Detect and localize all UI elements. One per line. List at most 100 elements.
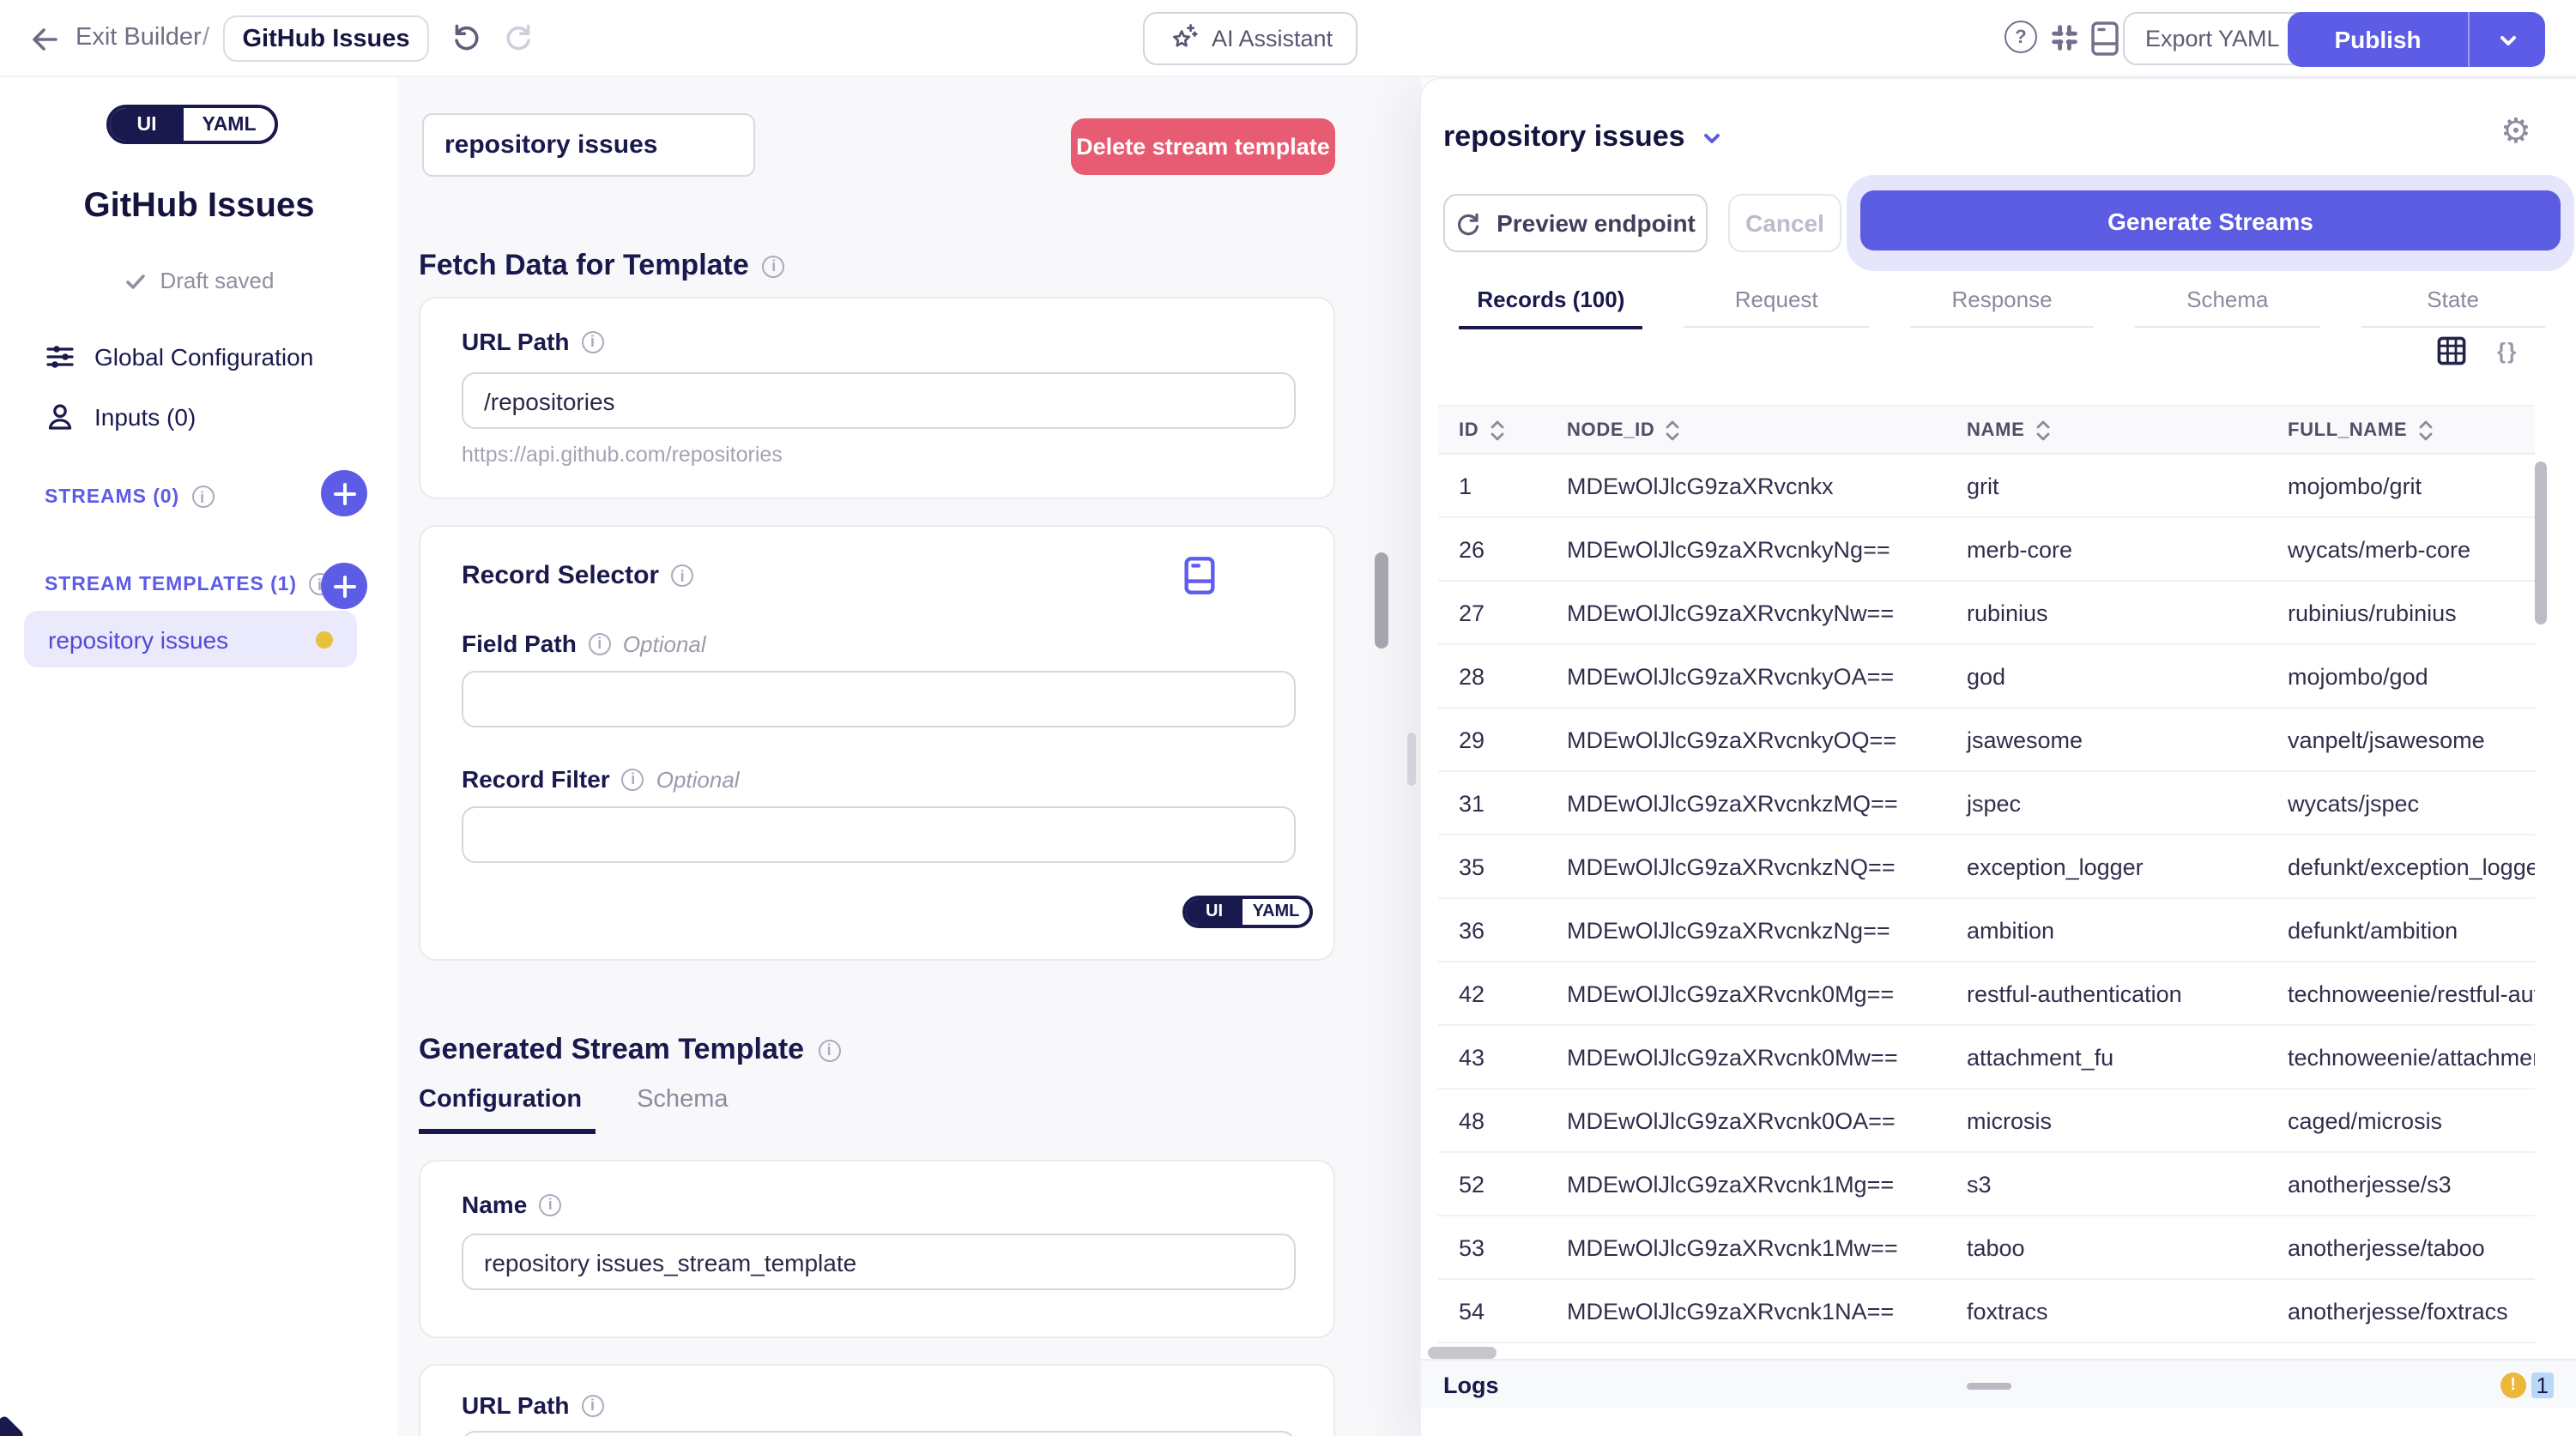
sidebar-item-repository-issues[interactable]: repository issues <box>24 611 357 667</box>
table-row[interactable]: 36 MDEwOlJlcG9zaXRvcnkzNg== ambition defunk… <box>1438 899 2535 962</box>
info-icon[interactable]: i <box>581 1394 604 1416</box>
sort-icon[interactable] <box>1665 419 1680 440</box>
builder-sidebar: UI YAML GitHub Issues Draft saved Global… <box>0 77 398 1436</box>
table-row[interactable]: 28 MDEwOlJlcG9zaXRvcnkyOA== god mojombo/god <box>1438 645 2535 709</box>
tab-configuration[interactable]: Configuration <box>419 1086 596 1134</box>
table-vertical-scrollbar[interactable] <box>2535 462 2547 624</box>
tab-schema[interactable]: Schema <box>637 1086 729 1113</box>
publish-button[interactable]: Publish <box>2334 26 2422 53</box>
table-row[interactable]: 1 MDEwOlJlcG9zaXRvcnkx grit mojombo/grit <box>1438 455 2535 518</box>
logs-drag-handle[interactable] <box>1967 1383 2011 1390</box>
panel-resize-handle[interactable] <box>1407 733 1416 786</box>
tab-request[interactable]: Request <box>1664 287 1890 329</box>
table-cell: mojombo/god <box>2288 663 2428 689</box>
column-header-label: FULL_NAME <box>2288 419 2408 440</box>
gear-icon[interactable]: ⚙ <box>2500 113 2531 151</box>
column-header-id[interactable]: ID <box>1438 419 1546 440</box>
record-selector-ui-yaml-toggle: UI YAML <box>1182 896 1313 928</box>
table-row[interactable]: 31 MDEwOlJlcG9zaXRvcnkzMQ== jspec wycats/js… <box>1438 772 2535 836</box>
info-icon[interactable]: i <box>581 330 604 353</box>
yaml-toggle-option[interactable]: YAML <box>1243 899 1309 925</box>
record-filter-label: Record Filter <box>462 765 610 793</box>
info-icon[interactable]: i <box>191 486 215 508</box>
stream-selector[interactable]: repository issues <box>1443 120 1723 154</box>
logs-bar[interactable]: Logs ! 1 <box>1421 1359 2576 1409</box>
table-row[interactable]: 48 MDEwOlJlcG9zaXRvcnk0OA== microsis caged/… <box>1438 1089 2535 1153</box>
ui-toggle-option[interactable]: UI <box>110 108 184 141</box>
table-cell: mojombo/grit <box>2288 473 2422 498</box>
url-path-input[interactable] <box>462 372 1296 429</box>
record-selector-label-row: Record Selector i <box>462 556 1217 595</box>
documentation-book-icon[interactable] <box>1182 556 1217 595</box>
help-icon[interactable]: ? <box>2005 21 2037 53</box>
url-path-label: URL Path <box>462 328 570 355</box>
table-row[interactable]: 35 MDEwOlJlcG9zaXRvcnkzNQ== exception_logg… <box>1438 836 2535 899</box>
column-header-name[interactable]: NAME <box>1946 419 2267 440</box>
record-selector-card: Record Selector i Field Path i Optional … <box>419 525 1335 961</box>
table-cell: MDEwOlJlcG9zaXRvcnk1Mg== <box>1567 1171 1895 1197</box>
tab-state[interactable]: State <box>2340 287 2566 329</box>
stream-templates-section-label: STREAM TEMPLATES (1) <box>45 574 297 594</box>
record-filter-input[interactable] <box>462 806 1296 863</box>
table-row[interactable]: 52 MDEwOlJlcG9zaXRvcnk1Mg== s3 anotherjesse… <box>1438 1153 2535 1216</box>
preview-endpoint-button[interactable]: Preview endpoint <box>1443 194 1708 252</box>
add-stream-button[interactable] <box>321 470 367 516</box>
ui-yaml-toggle: UI YAML <box>106 105 278 144</box>
info-icon[interactable]: i <box>818 1039 841 1061</box>
table-cell: anotherjesse/foxtracs <box>2288 1298 2508 1324</box>
info-icon[interactable]: i <box>539 1193 562 1216</box>
slack-icon[interactable] <box>2047 21 2082 55</box>
table-row[interactable]: 27 MDEwOlJlcG9zaXRvcnkyNw== rubinius rubini… <box>1438 582 2535 645</box>
info-icon[interactable]: i <box>621 768 644 790</box>
table-horizontal-scrollbar[interactable] <box>1428 1347 1497 1359</box>
add-stream-template-button[interactable] <box>321 563 367 609</box>
column-header-node_id[interactable]: NODE_ID <box>1546 419 1946 440</box>
info-icon[interactable]: i <box>671 564 694 587</box>
field-path-label: Field Path <box>462 630 577 657</box>
redo-icon[interactable] <box>503 21 535 53</box>
json-view-icon[interactable]: {} <box>2497 338 2519 364</box>
table-cell: taboo <box>1967 1234 2025 1260</box>
connector-name-field[interactable]: GitHub Issues <box>223 15 429 62</box>
generate-streams-button[interactable]: Generate Streams <box>1860 190 2561 250</box>
plus-icon <box>333 575 355 597</box>
column-header-full_name[interactable]: FULL_NAME <box>2267 419 2535 440</box>
table-row[interactable]: 54 MDEwOlJlcG9zaXRvcnk1NA== foxtracs anothe… <box>1438 1280 2535 1343</box>
table-cell: wycats/merb-core <box>2288 536 2471 562</box>
ai-assistant-button[interactable]: AI Assistant <box>1143 12 1358 65</box>
yaml-toggle-option[interactable]: YAML <box>184 108 275 141</box>
sort-icon[interactable] <box>2035 419 2050 440</box>
table-cell: 1 <box>1459 473 1472 498</box>
table-row[interactable]: 42 MDEwOlJlcG9zaXRvcnk0Mg== restful-authen… <box>1438 962 2535 1026</box>
sort-icon[interactable] <box>1489 419 1504 440</box>
template-name-input[interactable] <box>422 113 755 177</box>
tab-records[interactable]: Records (100) <box>1438 287 1664 329</box>
sort-icon[interactable] <box>2417 419 2433 440</box>
form-scrollbar-thumb[interactable] <box>1375 552 1388 649</box>
info-icon[interactable]: i <box>588 632 611 655</box>
stream-name-input[interactable] <box>462 1234 1296 1290</box>
back-arrow-icon[interactable] <box>27 22 62 57</box>
field-path-input[interactable] <box>462 671 1296 727</box>
table-row[interactable]: 26 MDEwOlJlcG9zaXRvcnkyNg== merb-core wycat… <box>1438 518 2535 582</box>
url-path-input-generated[interactable] <box>462 1431 1296 1436</box>
table-row[interactable]: 53 MDEwOlJlcG9zaXRvcnk1Mw== taboo anotherje… <box>1438 1216 2535 1280</box>
undo-icon[interactable] <box>450 21 482 53</box>
table-row[interactable]: 43 MDEwOlJlcG9zaXRvcnk0Mw== attachment_fu t… <box>1438 1026 2535 1089</box>
sidebar-item-global-configuration[interactable]: Global Configuration <box>27 331 371 383</box>
table-row[interactable]: 29 MDEwOlJlcG9zaXRvcnkyOQ== jsawesome vanpe… <box>1438 709 2535 772</box>
sidebar-item-inputs[interactable]: Inputs (0) <box>27 391 371 443</box>
info-icon[interactable]: i <box>762 255 785 277</box>
tab-response[interactable]: Response <box>1890 287 2115 329</box>
fetch-data-heading: Fetch Data for Template i <box>419 249 785 283</box>
docs-icon[interactable] <box>2090 21 2119 57</box>
table-cell: defunkt/exception_logger <box>2288 854 2535 879</box>
streams-section-header: STREAMS (0) i <box>45 486 215 508</box>
delete-stream-template-button[interactable]: Delete stream template <box>1071 118 1335 175</box>
optional-tag: Optional <box>622 631 706 656</box>
table-view-icon[interactable] <box>2437 336 2466 365</box>
exit-builder-link[interactable]: Exit Builder <box>76 24 202 51</box>
ui-toggle-option[interactable]: UI <box>1186 899 1243 925</box>
publish-dropdown-button[interactable] <box>2468 12 2545 67</box>
tab-schema-preview[interactable]: Schema <box>2114 287 2340 329</box>
